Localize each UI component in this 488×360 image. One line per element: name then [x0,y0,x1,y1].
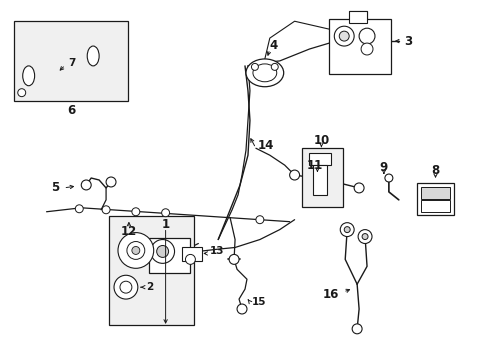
Bar [301,148,342,207]
Circle shape [334,26,353,46]
Bar [14,21,128,102]
Text: 1: 1 [161,218,169,231]
Bar [420,187,449,199]
Ellipse shape [245,59,283,87]
Circle shape [360,43,372,55]
Circle shape [120,281,132,293]
Ellipse shape [252,64,276,82]
Text: 2: 2 [145,282,153,292]
Bar [420,200,449,212]
Circle shape [358,28,374,44]
Circle shape [353,183,364,193]
Text: 12: 12 [121,225,137,238]
Bar [328,19,390,74]
Circle shape [255,216,264,224]
Circle shape [361,234,367,239]
Circle shape [162,209,169,217]
Ellipse shape [87,46,99,66]
Circle shape [229,255,239,264]
Circle shape [251,63,258,70]
Text: 5: 5 [51,181,60,194]
Text: 13: 13 [210,247,224,256]
Circle shape [340,223,353,237]
Circle shape [339,31,348,41]
Bar [313,165,326,195]
Circle shape [185,255,195,264]
Circle shape [81,180,91,190]
Circle shape [271,63,278,70]
Circle shape [384,174,392,182]
Circle shape [18,89,26,96]
Bar [148,238,190,273]
Circle shape [156,246,168,257]
Text: 16: 16 [322,288,339,301]
Text: 9: 9 [379,161,387,174]
Circle shape [150,239,174,264]
Circle shape [237,304,246,314]
Bar [309,153,331,165]
Circle shape [132,208,140,216]
Bar [416,183,453,215]
Circle shape [102,206,110,214]
Bar [108,216,193,325]
Circle shape [357,230,371,243]
Text: 15: 15 [251,297,266,307]
Circle shape [106,177,116,187]
Circle shape [75,205,83,213]
Text: 6: 6 [67,104,75,117]
Circle shape [344,227,349,233]
Ellipse shape [22,66,35,86]
Circle shape [132,247,140,255]
Circle shape [118,233,153,268]
Circle shape [351,324,361,334]
Text: 10: 10 [313,134,329,147]
Text: 4: 4 [269,39,278,51]
Circle shape [114,275,138,299]
Text: 7: 7 [68,58,76,68]
Text: 11: 11 [305,159,322,172]
Bar [348,11,366,23]
Circle shape [127,242,144,260]
Bar [182,247,202,261]
Circle shape [289,170,299,180]
Text: 14: 14 [257,139,274,152]
Text: 8: 8 [430,163,439,176]
Text: 3: 3 [403,35,411,48]
